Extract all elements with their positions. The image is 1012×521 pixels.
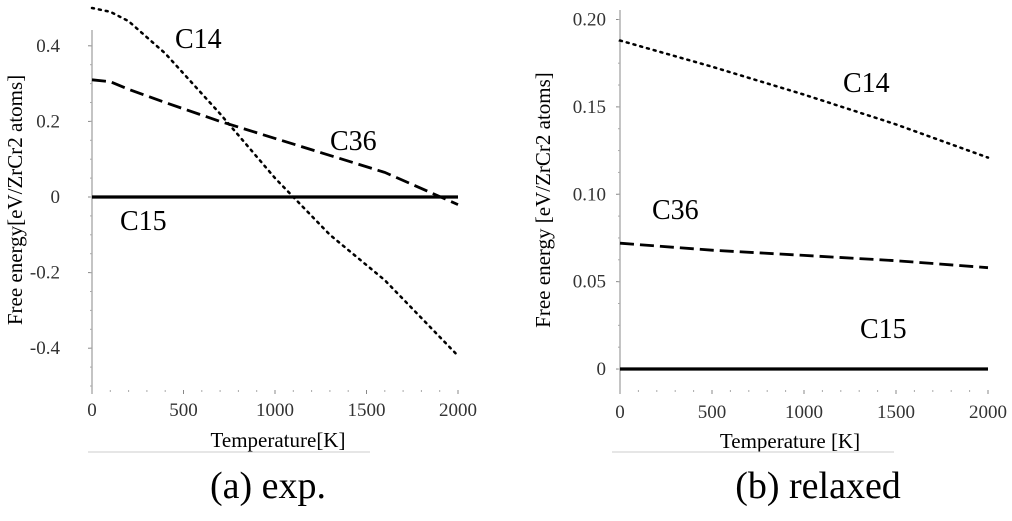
panel-b-series-c36	[619, 241, 989, 270]
panel-a-x-tick-label: 1500	[348, 400, 386, 421]
panel-b-y-axis-label: Free energy [eV/ZrCr2 atoms]	[531, 72, 555, 328]
panel-b-label-c15: C15	[860, 314, 907, 345]
panel-b-label-c36: C36	[652, 195, 699, 226]
panel-a-label-c14: C14	[175, 24, 222, 55]
panel-a-caption: (a) exp.	[210, 465, 326, 507]
panel-b-x-tick-label: 2000	[969, 402, 1007, 423]
panel-b-y-tick-label: 0.05	[573, 272, 606, 293]
panel-a-y-tick-label: 0	[51, 187, 61, 208]
panel-a-y-tick-label: 0.2	[36, 111, 60, 132]
panel-b-label-c14: C14	[843, 68, 890, 99]
panel-a-y-axis-label: Free energy[eV/ZrCr2 atoms]	[3, 75, 27, 325]
panel-a-label-c15: C15	[120, 206, 167, 237]
panel-a-x-tick-label: 500	[169, 400, 198, 421]
panel-a-series-c14	[90, 6, 460, 358]
panel-a-series-c36	[91, 78, 459, 206]
panel-a-x-tick-label: 2000	[439, 400, 477, 421]
panel-b-y-tick-label: 0	[597, 359, 607, 380]
panel-a-y-tick-label: -0.2	[30, 263, 60, 284]
panel-b-x-tick-label: 500	[698, 402, 727, 423]
panel-b-x-axis-label: Temperature [K]	[720, 429, 860, 453]
panel-a-y-tick-label: 0.4	[36, 36, 60, 57]
panel-b-x-tick-label: 0	[615, 402, 625, 423]
panel-b-x-tick-label: 1500	[877, 402, 915, 423]
panel-a-label-c36: C36	[330, 126, 377, 157]
panel-b-x-tick-label: 1000	[785, 402, 823, 423]
panel-b-caption: (b) relaxed	[735, 465, 901, 507]
panel-b-series-c14	[618, 39, 990, 159]
panel-a-x-tick-label: 0	[87, 400, 97, 421]
panel-b-y-tick-label: 0.15	[573, 97, 606, 118]
panel-b-y-tick-label: 0.10	[573, 184, 606, 205]
panel-a-x-tick-label: 1000	[256, 400, 294, 421]
panel-a-x-axis-label: Temperature[K]	[211, 428, 346, 452]
panel-b-y-tick-label: 0.20	[573, 9, 606, 30]
panel-a-y-tick-label: -0.4	[30, 338, 61, 359]
